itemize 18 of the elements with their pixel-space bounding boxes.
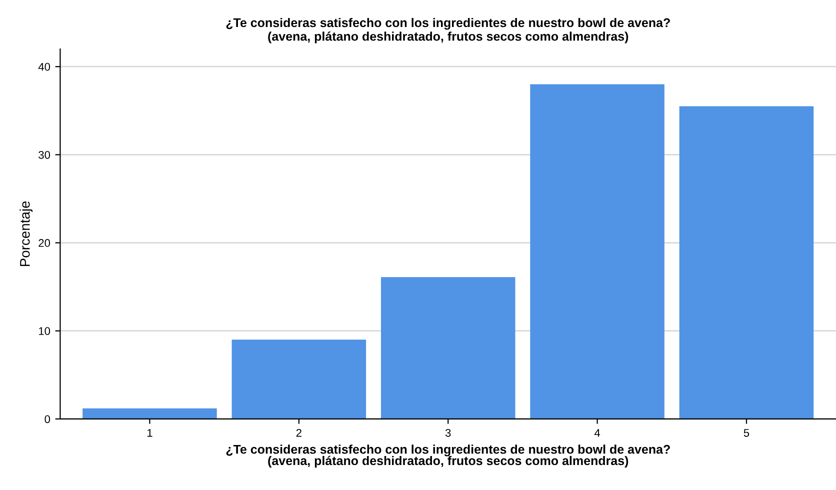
x-tick-label: 4 xyxy=(594,429,600,437)
bar xyxy=(679,106,814,419)
bar xyxy=(82,408,217,419)
y-tick-label: 0 xyxy=(44,415,50,424)
x-tick-label: 3 xyxy=(445,428,451,437)
bar xyxy=(232,340,366,419)
y-tick-label: 30 xyxy=(38,150,50,159)
y-tick-label: 40 xyxy=(38,62,50,71)
y-tick-label: 20 xyxy=(38,239,50,247)
x-tick-label: 1 xyxy=(147,429,152,437)
y-axis-title: Porcentaje xyxy=(20,201,33,266)
x-axis-title: ¿Te consideras satisfecho con los ingredientes de nuestro bowl de avena? (avena, plátano deshidratado, frutos secos como almendras) xyxy=(226,444,670,468)
y-tick-label: 10 xyxy=(38,327,50,335)
x-tick-label: 5 xyxy=(744,429,750,437)
chart-title: ¿Te consideras satisfecho con los ingredientes de nuestro bowl de avena? (avena, plátano deshidratado, frutos secos como almendras) xyxy=(226,18,670,44)
x-tick-label: 2 xyxy=(296,428,302,437)
bar xyxy=(380,277,516,419)
bar xyxy=(530,84,664,419)
